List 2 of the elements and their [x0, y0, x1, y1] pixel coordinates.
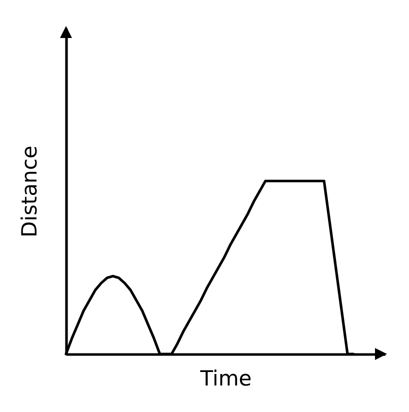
- x-axis-title: Time: [199, 366, 252, 390]
- y-axis-title: Distance: [18, 146, 42, 238]
